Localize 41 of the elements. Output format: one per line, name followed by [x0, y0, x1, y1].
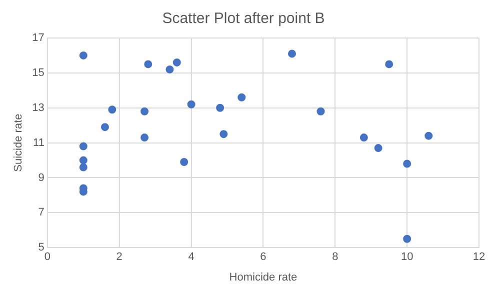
y-tick-label: 7	[38, 206, 44, 219]
y-tick-label: 13	[32, 102, 44, 114]
x-tick-label: 6	[260, 251, 266, 264]
x-axis-title: Homicide rate	[229, 271, 298, 284]
x-tick-label: 12	[472, 251, 486, 264]
point	[187, 100, 196, 108]
y-tick-label: 5	[38, 242, 44, 254]
point	[144, 60, 152, 68]
y-tick-label: 11	[33, 136, 44, 149]
point	[385, 60, 394, 68]
point	[79, 51, 88, 60]
y-tick-label: 9	[38, 172, 44, 184]
x-tick-label: 4	[188, 251, 194, 264]
point	[140, 134, 149, 142]
point	[108, 106, 116, 114]
point	[238, 93, 246, 102]
point	[374, 144, 382, 152]
point	[180, 158, 188, 166]
point	[316, 107, 325, 116]
point	[216, 104, 224, 112]
x-tick-label: 0	[44, 251, 50, 264]
point	[172, 58, 181, 66]
point	[403, 234, 412, 243]
point	[100, 123, 109, 132]
x-tick-label: 8	[332, 251, 338, 264]
point	[79, 156, 88, 164]
point	[424, 132, 433, 140]
point	[360, 134, 368, 142]
point	[79, 163, 88, 172]
y-tick-label: 17	[32, 32, 44, 44]
chart-title: Scatter Plot after point B	[162, 10, 325, 28]
point	[220, 130, 228, 138]
point	[166, 65, 174, 74]
y-tick-label: 15	[32, 66, 44, 79]
point	[79, 142, 88, 150]
y-axis-title: Suicide rate	[12, 114, 25, 172]
x-tick-label: 2	[116, 251, 122, 264]
point	[140, 107, 149, 116]
point	[403, 160, 412, 168]
x-tick-label: 10	[400, 251, 414, 264]
point	[288, 50, 296, 58]
